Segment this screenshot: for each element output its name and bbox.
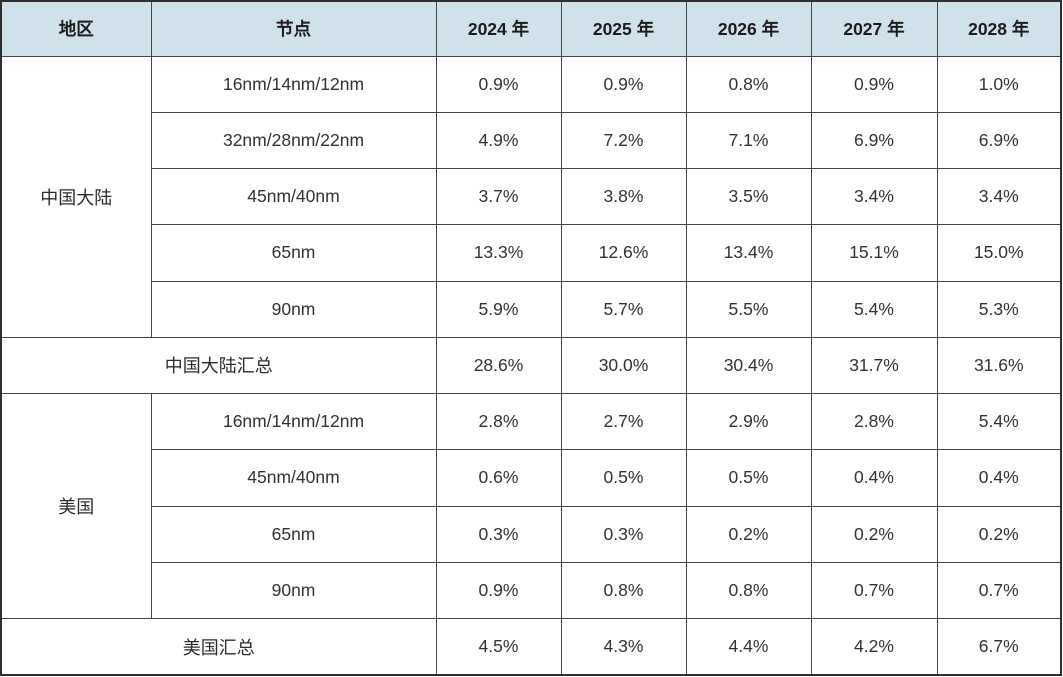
column-header: 节点 (150, 0, 437, 57)
value-cell: 0.7% (936, 561, 1062, 620)
value-cell: 13.3% (435, 224, 562, 282)
total-value-cell: 4.3% (560, 618, 687, 676)
value-cell: 0.9% (560, 55, 687, 113)
total-value-cell: 30.4% (685, 336, 812, 395)
value-cell: 7.2% (560, 111, 687, 170)
value-cell: 15.1% (810, 224, 938, 282)
node-cell: 65nm (150, 224, 437, 282)
table-row: 65nm 0.3% 0.3% 0.2% 0.2% 0.2% (1, 505, 1062, 563)
column-header: 地区 (0, 0, 152, 57)
table-row: 中国大陆 16nm/14nm/12nm 0.9% 0.9% 0.8% 0.9% 1.0% (0, 55, 1062, 338)
total-value-cell: 4.2% (810, 618, 938, 676)
value-cell: 2.7% (560, 393, 687, 451)
value-cell: 5.3% (936, 280, 1062, 338)
value-cell: 5.7% (560, 280, 687, 338)
header-row: 地区 节点 2024 年 2025 年 2026 年 2027 年 2028 年 (0, 0, 1062, 57)
total-label-cell: 美国汇总 (0, 618, 437, 676)
value-cell: 0.8% (685, 561, 812, 620)
value-cell: 0.5% (685, 449, 812, 507)
node-cell: 90nm (150, 561, 437, 620)
value-cell: 4.9% (435, 111, 562, 170)
value-cell: 0.8% (560, 561, 687, 620)
value-cell: 0.7% (810, 561, 938, 620)
value-cell: 3.8% (560, 168, 687, 226)
node-cell: 90nm (150, 280, 437, 338)
node-cell: 65nm (150, 505, 437, 563)
value-cell: 0.4% (936, 449, 1062, 507)
node-cell: 45nm/40nm (150, 168, 437, 226)
value-cell: 0.8% (685, 55, 812, 113)
value-cell: 0.9% (435, 561, 562, 620)
value-cell: 0.4% (810, 449, 938, 507)
table-row: 美国 16nm/14nm/12nm 2.8% 2.7% 2.9% 2.8% 5.4% (0, 393, 1062, 620)
value-cell: 12.6% (560, 224, 687, 282)
value-cell: 0.9% (435, 55, 562, 113)
value-cell: 2.8% (435, 393, 562, 451)
value-cell: 3.4% (936, 168, 1062, 226)
value-cell: 5.5% (685, 280, 812, 338)
value-cell: 0.2% (685, 505, 812, 563)
table-row: 90nm 5.9% 5.7% 5.5% 5.4% 5.3% (1, 280, 1062, 338)
total-value-cell: 30.0% (560, 336, 687, 395)
value-cell: 0.6% (435, 449, 562, 507)
total-label-cell: 中国大陆汇总 (0, 336, 437, 395)
value-cell: 3.5% (685, 168, 812, 226)
total-value-cell: 4.5% (435, 618, 562, 676)
table-row: 90nm 0.9% 0.8% 0.8% 0.7% 0.7% (1, 561, 1062, 620)
table-header: 地区 节点 2024 年 2025 年 2026 年 2027 年 2028 年 (0, 0, 1062, 57)
node-cell: 16nm/14nm/12nm (150, 55, 437, 113)
value-cell: 5.4% (936, 393, 1062, 451)
value-cell: 6.9% (810, 111, 938, 170)
column-header: 2026 年 (685, 0, 812, 57)
table-body: 中国大陆 16nm/14nm/12nm 0.9% 0.9% 0.8% 0.9% 1.0% 32… (0, 55, 1062, 676)
value-cell: 0.2% (936, 505, 1062, 563)
column-header: 2027 年 (810, 0, 938, 57)
total-value-cell: 31.7% (810, 336, 938, 395)
total-value-cell: 4.4% (685, 618, 812, 676)
node-cell: 16nm/14nm/12nm (150, 393, 437, 451)
total-value-cell: 6.7% (936, 618, 1062, 676)
value-cell: 3.4% (810, 168, 938, 226)
node-cell: 32nm/28nm/22nm (150, 111, 437, 170)
table-row: 45nm/40nm 0.6% 0.5% 0.5% 0.4% 0.4% (1, 449, 1062, 507)
total-row: 中国大陆汇总 28.6% 30.0% 30.4% 31.7% 31.6% (0, 336, 1062, 395)
value-cell: 15.0% (936, 224, 1062, 282)
table-row: 65nm 13.3% 12.6% 13.4% 15.1% 15.0% (1, 224, 1062, 282)
column-header: 2028 年 (936, 0, 1062, 57)
value-cell: 0.3% (435, 505, 562, 563)
value-cell: 5.4% (810, 280, 938, 338)
total-value-cell: 31.6% (936, 336, 1062, 395)
column-header: 2024 年 (435, 0, 562, 57)
value-cell: 5.9% (435, 280, 562, 338)
value-cell: 2.8% (810, 393, 938, 451)
value-cell: 0.5% (560, 449, 687, 507)
total-value-cell: 28.6% (435, 336, 562, 395)
column-header: 2025 年 (560, 0, 687, 57)
region-cell: 中国大陆 (0, 55, 152, 338)
value-cell: 0.3% (560, 505, 687, 563)
value-cell: 3.7% (435, 168, 562, 226)
value-cell: 0.2% (810, 505, 938, 563)
value-cell: 6.9% (936, 111, 1062, 170)
node-cell: 45nm/40nm (150, 449, 437, 507)
value-cell: 1.0% (936, 55, 1062, 113)
value-cell: 0.9% (810, 55, 938, 113)
value-cell: 2.9% (685, 393, 812, 451)
region-cell: 美国 (0, 393, 152, 620)
table-row: 45nm/40nm 3.7% 3.8% 3.5% 3.4% 3.4% (1, 168, 1062, 226)
total-row: 美国汇总 4.5% 4.3% 4.4% 4.2% 6.7% (0, 618, 1062, 676)
value-cell: 13.4% (685, 224, 812, 282)
value-cell: 7.1% (685, 111, 812, 170)
table-row: 32nm/28nm/22nm 4.9% 7.2% 7.1% 6.9% 6.9% (1, 111, 1062, 170)
